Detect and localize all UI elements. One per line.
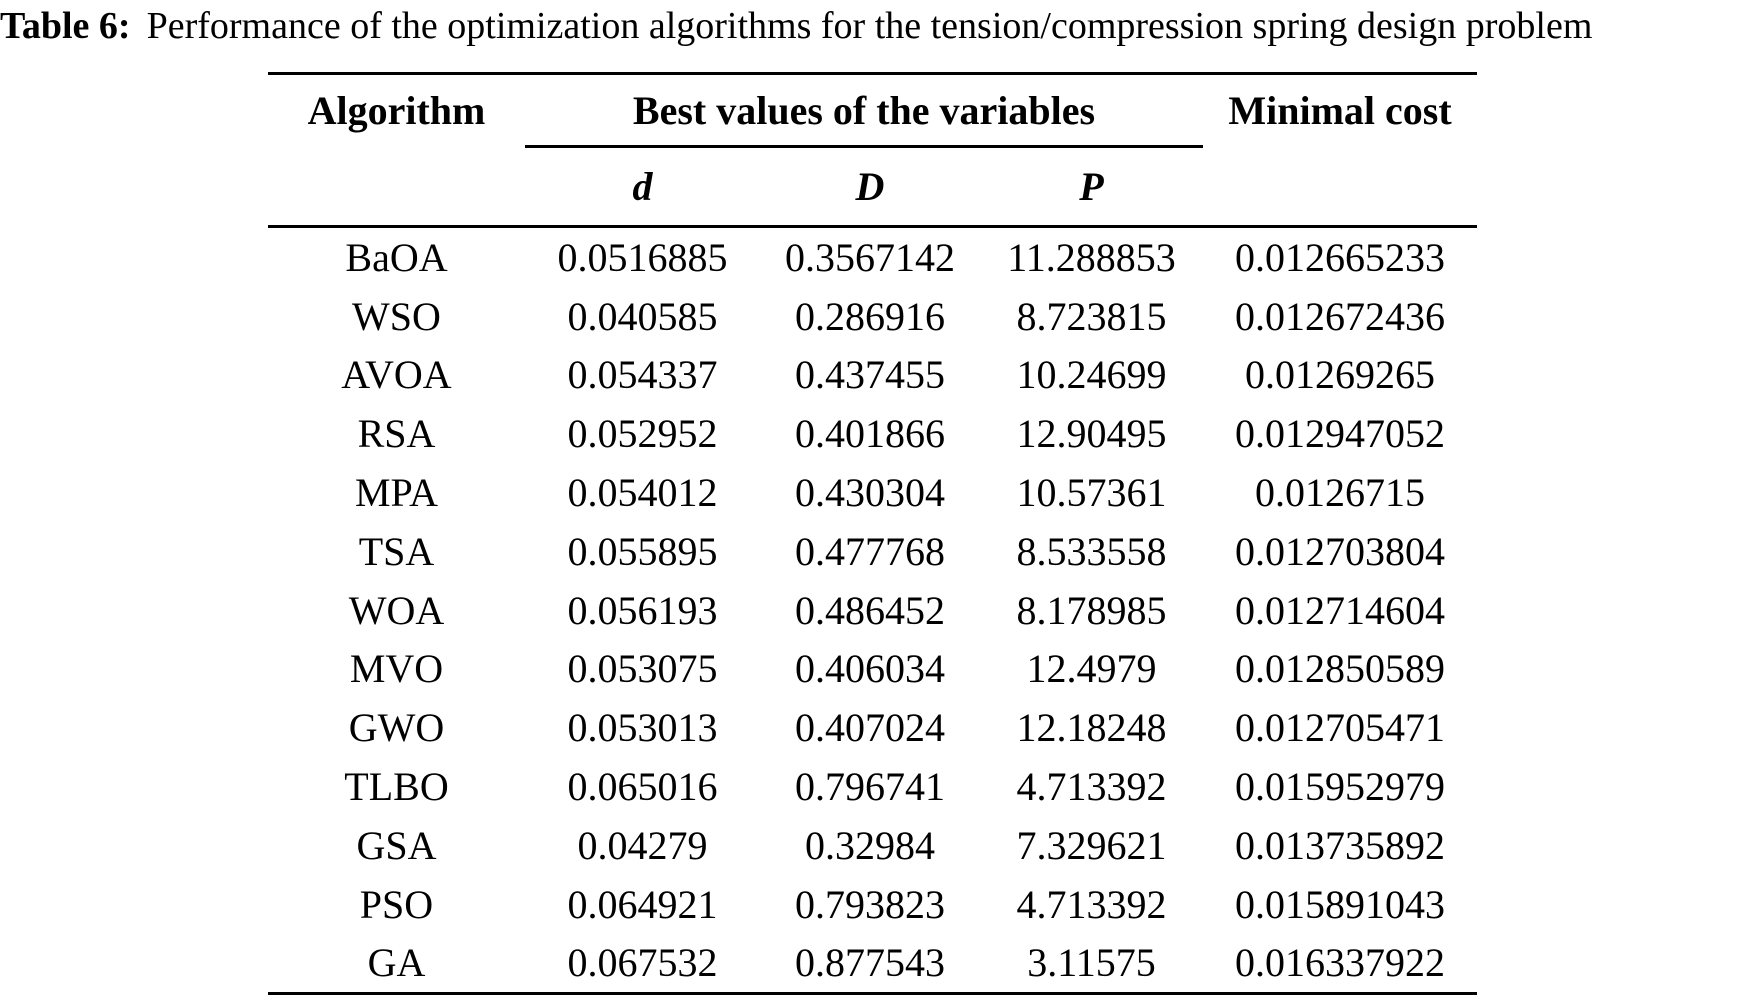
D-value-cell: 0.430304 (795, 470, 945, 516)
P-value-cell: 4.713392 (1016, 881, 1167, 927)
algorithm-cell: MVO (349, 646, 444, 692)
D-value-cell: 0.477768 (795, 528, 945, 574)
table-row: MPA 0.054012 0.430304 10.57361 0.0126715 (268, 463, 1477, 522)
P-value-cell: 4.713392 (1016, 764, 1167, 810)
top-rule (268, 72, 1477, 75)
header-bottom-rule (268, 225, 1477, 228)
algorithm-cell: GSA (356, 822, 437, 868)
d-value-cell: 0.054337 (567, 352, 718, 398)
P-value-cell: 12.18248 (1016, 705, 1167, 751)
header-minimal-cost: Minimal cost (1228, 87, 1452, 133)
table-row: GSA 0.04279 0.32984 7.329621 0.013735892 (268, 816, 1477, 875)
table-row: GA 0.067532 0.877543 3.11575 0.016337922 (268, 934, 1477, 993)
minimal-cost-cell: 0.012714604 (1235, 587, 1445, 633)
bottom-rule (268, 992, 1477, 996)
D-value-cell: 0.407024 (795, 705, 945, 751)
P-value-cell: 11.288853 (1007, 234, 1176, 280)
minimal-cost-cell: 0.012947052 (1235, 411, 1445, 457)
D-value-cell: 0.437455 (795, 352, 945, 398)
D-value-cell: 0.286916 (795, 293, 945, 339)
subheader-row: d D P (268, 148, 1477, 225)
minimal-cost-cell: 0.015891043 (1235, 881, 1445, 927)
P-value-cell: 10.57361 (1016, 470, 1167, 516)
P-value-cell: 8.723815 (1016, 293, 1167, 339)
d-value-cell: 0.065016 (567, 764, 718, 810)
algorithm-cell: WSO (352, 293, 441, 339)
algorithm-cell: RSA (357, 411, 436, 457)
d-value-cell: 0.055895 (567, 528, 718, 574)
minimal-cost-cell: 0.013735892 (1235, 822, 1445, 868)
minimal-cost-cell: 0.012705471 (1235, 705, 1445, 751)
table-row: MVO 0.053075 0.406034 12.4979 0.012850589 (268, 640, 1477, 699)
algorithm-cell: GWO (348, 705, 445, 751)
d-value-cell: 0.052952 (567, 411, 718, 457)
d-value-cell: 0.056193 (567, 587, 718, 633)
table-row: AVOA 0.054337 0.437455 10.24699 0.01269265 (268, 346, 1477, 405)
results-table: Algorithm Best values of the variables M… (268, 72, 1477, 996)
P-value-cell: 8.533558 (1016, 528, 1167, 574)
D-value-cell: 0.406034 (795, 646, 945, 692)
D-value-cell: 0.401866 (795, 411, 945, 457)
D-value-cell: 0.32984 (805, 822, 935, 868)
header-row: Algorithm Best values of the variables M… (268, 75, 1477, 145)
header-algorithm: Algorithm (307, 87, 486, 133)
algorithm-cell: AVOA (341, 352, 452, 398)
algorithm-cell: WOA (348, 587, 445, 633)
d-value-cell: 0.0516885 (557, 234, 728, 280)
D-value-cell: 0.486452 (795, 587, 945, 633)
d-value-cell: 0.064921 (567, 881, 718, 927)
header-group-best-values: Best values of the variables (632, 87, 1096, 133)
minimal-cost-cell: 0.01269265 (1245, 352, 1435, 398)
table-row: WSO 0.040585 0.286916 8.723815 0.012672436 (268, 287, 1477, 346)
d-value-cell: 0.053013 (567, 705, 718, 751)
d-value-cell: 0.067532 (567, 940, 718, 986)
table-row: TLBO 0.065016 0.796741 4.713392 0.015952979 (268, 757, 1477, 816)
subheader-d: d (632, 164, 653, 209)
minimal-cost-cell: 0.0126715 (1255, 470, 1425, 516)
algorithm-cell: MPA (354, 470, 439, 516)
D-value-cell: 0.793823 (795, 881, 945, 927)
minimal-cost-cell: 0.012850589 (1235, 646, 1445, 692)
table-caption-label: Table 6: (0, 5, 131, 47)
table-body: BaOA 0.0516885 0.3567142 11.288853 0.0126652… (268, 228, 1477, 992)
d-value-cell: 0.053075 (567, 646, 718, 692)
table-row: PSO 0.064921 0.793823 4.713392 0.015891043 (268, 875, 1477, 934)
minimal-cost-cell: 0.012703804 (1235, 528, 1445, 574)
subheader-P: P (1079, 164, 1104, 209)
D-value-cell: 0.877543 (795, 940, 945, 986)
algorithm-cell: PSO (359, 881, 434, 927)
minimal-cost-cell: 0.016337922 (1235, 940, 1445, 986)
P-value-cell: 3.11575 (1027, 940, 1156, 986)
table-caption: Table 6: Performance of the optimization … (0, 0, 1746, 52)
P-value-cell: 8.178985 (1016, 587, 1167, 633)
minimal-cost-cell: 0.015952979 (1235, 764, 1445, 810)
P-value-cell: 7.329621 (1016, 822, 1167, 868)
d-value-cell: 0.040585 (567, 293, 718, 339)
table-row: RSA 0.052952 0.401866 12.90495 0.012947052 (268, 404, 1477, 463)
minimal-cost-cell: 0.012665233 (1235, 234, 1445, 280)
P-value-cell: 10.24699 (1016, 352, 1167, 398)
algorithm-cell: TSA (358, 528, 435, 574)
group-underline-rule (525, 145, 1203, 148)
d-value-cell: 0.04279 (577, 822, 708, 868)
P-value-cell: 12.90495 (1016, 411, 1167, 457)
minimal-cost-cell: 0.012672436 (1235, 293, 1445, 339)
table-row: TSA 0.055895 0.477768 8.533558 0.012703804 (268, 522, 1477, 581)
subheader-D: D (855, 164, 885, 209)
table-row: GWO 0.053013 0.407024 12.18248 0.012705471 (268, 698, 1477, 757)
table-row: BaOA 0.0516885 0.3567142 11.288853 0.0126652… (268, 228, 1477, 287)
table-caption-text: Performance of the optimization algorith… (146, 5, 1593, 47)
D-value-cell: 0.3567142 (785, 234, 955, 280)
algorithm-cell: BaOA (345, 234, 448, 280)
d-value-cell: 0.054012 (567, 470, 718, 516)
algorithm-cell: GA (367, 940, 426, 986)
algorithm-cell: TLBO (344, 764, 449, 810)
P-value-cell: 12.4979 (1026, 646, 1157, 692)
table-row: WOA 0.056193 0.486452 8.178985 0.012714604 (268, 581, 1477, 640)
D-value-cell: 0.796741 (795, 764, 945, 810)
